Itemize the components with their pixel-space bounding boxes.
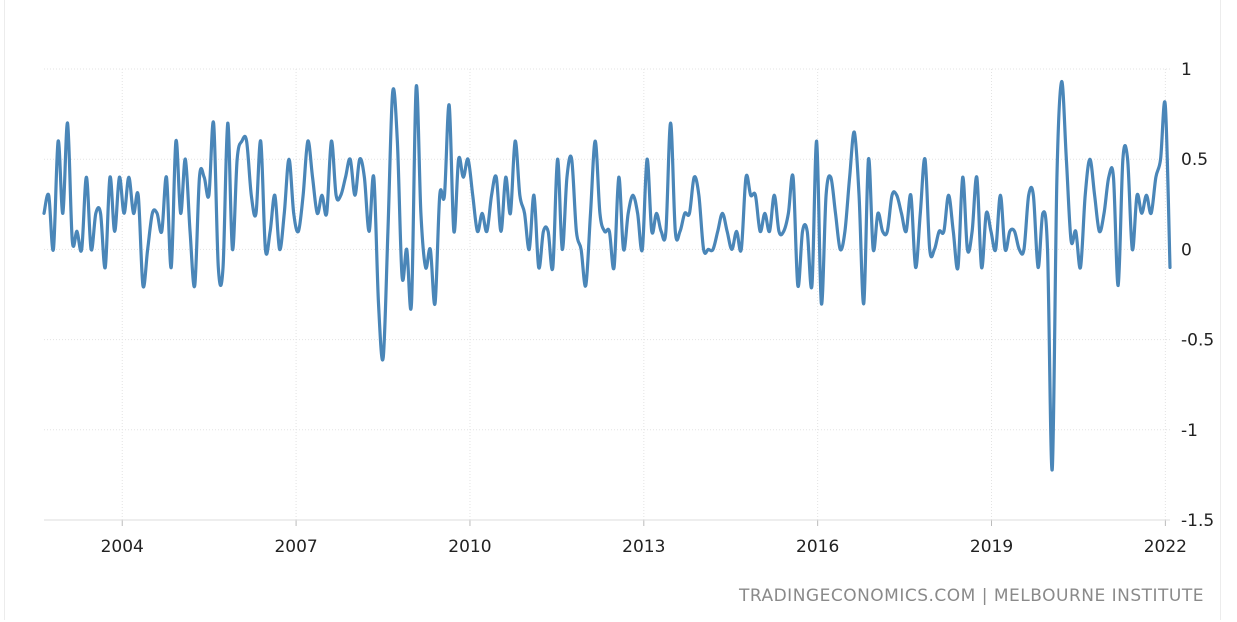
series-line [42, 80, 1172, 472]
source-attribution: TRADINGECONOMICS.COM | MELBOURNE INSTITU… [738, 586, 1204, 606]
x-tick-label: 2022 [1144, 537, 1187, 557]
y-tick-label: 1 [1181, 60, 1192, 80]
grid [44, 68, 1170, 521]
y-tick-label: -0.5 [1181, 331, 1214, 351]
x-tick-label: 2004 [101, 537, 144, 557]
series [42, 80, 1172, 472]
x-tick-label: 2007 [274, 537, 317, 557]
y-tick-label: 0 [1181, 240, 1192, 260]
y-tick-label: 0.5 [1181, 150, 1208, 170]
x-tick-label: 2019 [970, 537, 1013, 557]
x-axis: 2004 2007 2010 2013 2016 2019 2022 [44, 519, 1187, 557]
y-tick-label: -1 [1181, 421, 1198, 441]
x-tick-label: 2016 [796, 537, 839, 557]
y-tick-label: -1.5 [1181, 511, 1214, 531]
y-axis: 1 0.5 0 -0.5 -1 -1.5 [1181, 60, 1214, 531]
x-tick-label: 2010 [448, 537, 491, 557]
chart-frame [4, 0, 1221, 620]
x-tick-label: 2013 [622, 537, 665, 557]
